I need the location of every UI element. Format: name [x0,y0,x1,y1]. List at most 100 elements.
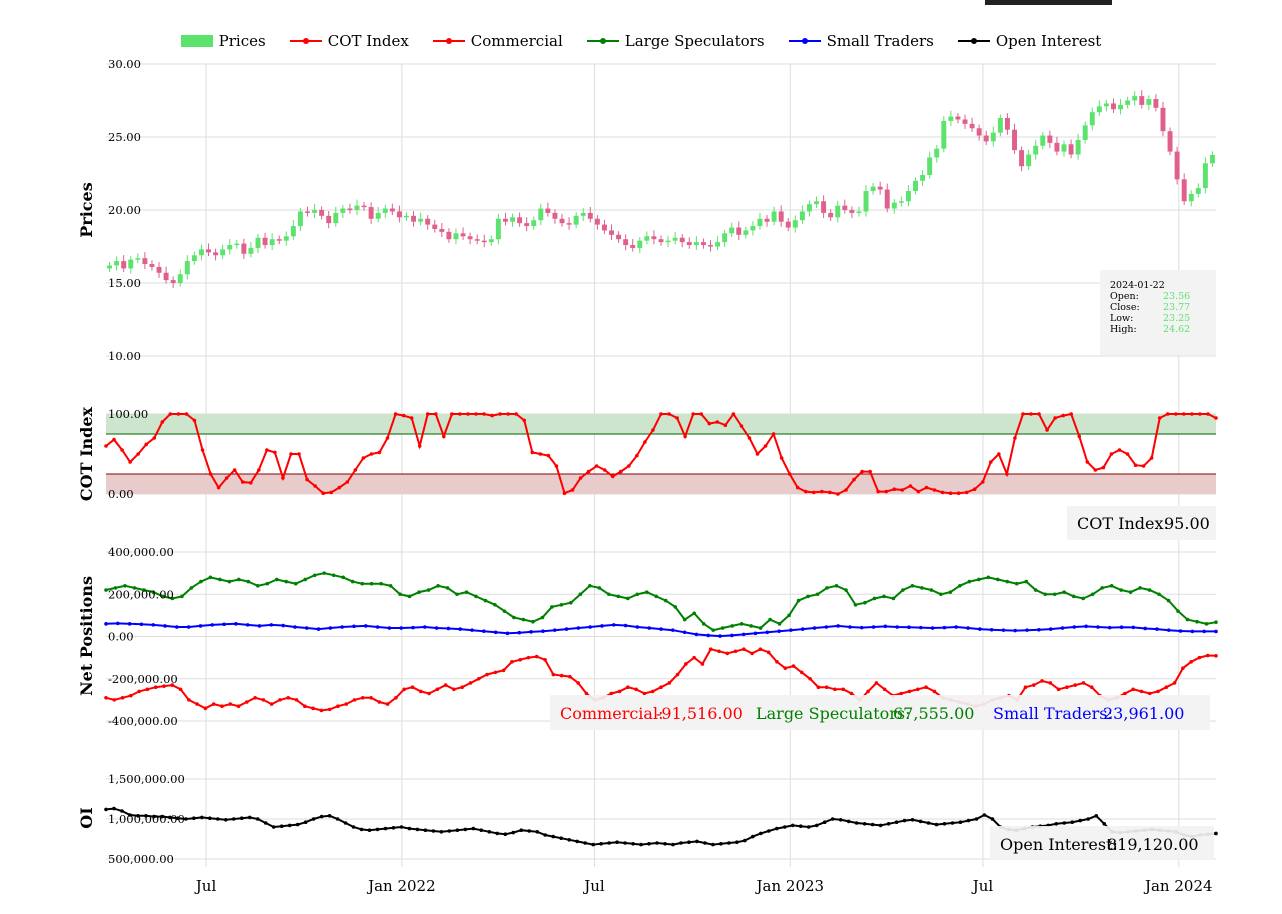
candle-body[interactable] [566,223,572,225]
candle-body[interactable] [708,245,713,247]
candle-body[interactable] [1047,135,1053,143]
candle-body[interactable] [1132,96,1138,101]
candle-body[interactable] [347,208,353,211]
candle-body[interactable] [114,261,120,266]
candle-body[interactable] [255,237,261,248]
candle-body[interactable] [375,212,381,219]
candle-body[interactable] [495,218,501,240]
candle-body[interactable] [474,239,480,241]
candle-body[interactable] [368,207,374,219]
candle-body[interactable] [1040,135,1046,146]
legend-item-prices[interactable]: Prices [180,32,266,50]
candle-body[interactable] [623,239,629,246]
candle-body[interactable] [545,208,551,213]
candle-body[interactable] [227,245,233,250]
candle-body[interactable] [799,211,805,221]
candle-body[interactable] [340,208,346,213]
candle-body[interactable] [524,223,530,227]
candle-body[interactable] [333,212,339,224]
candle-body[interactable] [481,240,487,243]
candle-body[interactable] [898,201,904,203]
candle-body[interactable] [983,135,989,142]
candle-body[interactable] [142,258,148,265]
candle-body[interactable] [1153,99,1159,108]
candle-body[interactable] [891,202,897,209]
candle-body[interactable] [156,266,162,273]
candle-body[interactable] [297,211,303,227]
candle-body[interactable] [743,230,749,235]
candle-body[interactable] [1174,151,1180,180]
candle-body[interactable] [198,249,204,256]
candle-body[interactable] [814,201,820,205]
candle-body[interactable] [905,191,911,202]
candle-body[interactable] [552,212,558,219]
candle-body[interactable] [665,240,671,243]
candle-body[interactable] [863,191,869,212]
candle-body[interactable] [594,218,600,225]
candle-body[interactable] [312,210,318,213]
candle-body[interactable] [736,227,742,235]
candle-body[interactable] [418,218,424,222]
candle-body[interactable] [1004,118,1010,130]
candle-body[interactable] [920,174,926,181]
candle-body[interactable] [1096,106,1102,113]
candle-body[interactable] [651,236,657,240]
candle-body[interactable] [241,243,247,254]
candle-body[interactable] [404,215,409,218]
candle-body[interactable] [439,228,445,232]
candle-body[interactable] [488,239,494,243]
candle-body[interactable] [757,218,763,227]
candle-body[interactable] [1068,144,1074,155]
candle-body[interactable] [870,186,876,192]
candle-body[interactable] [135,258,141,260]
legend-item-cot-index[interactable]: COT Index [289,32,409,50]
candle-body[interactable] [1139,96,1145,105]
large-speculators-line[interactable] [105,572,1217,632]
candle-body[interactable] [206,249,211,253]
candle-body[interactable] [538,208,544,221]
candle-body[interactable] [941,120,947,149]
candle-body[interactable] [234,243,240,246]
candle-body[interactable] [1188,193,1194,202]
candle-body[interactable] [107,265,113,269]
candle-body[interactable] [948,116,954,121]
candle-body[interactable] [389,208,395,212]
candle-body[interactable] [630,245,636,248]
candle-body[interactable] [1033,145,1039,155]
candle-body[interactable] [517,217,523,224]
candle-body[interactable] [715,242,721,247]
candle-body[interactable] [191,255,197,262]
candle-body[interactable] [764,218,770,222]
candle-body[interactable] [785,221,791,228]
candle-body[interactable] [849,210,855,213]
legend-item-commercial[interactable]: Commercial [432,32,563,50]
candle-body[interactable] [679,237,685,243]
candle-body[interactable] [601,224,607,231]
candle-body[interactable] [778,211,784,222]
candle-body[interactable] [955,116,961,120]
candle-body[interactable] [128,259,134,269]
candle-body[interactable] [835,205,841,218]
candle-body[interactable] [1089,112,1095,126]
candle-body[interactable] [1103,103,1109,107]
candle-body[interactable] [997,118,1003,133]
candle-body[interactable] [1019,150,1025,167]
candle-body[interactable] [411,215,417,222]
candle-body[interactable] [1061,144,1067,152]
candle-body[interactable] [792,220,798,228]
candle-body[interactable] [283,236,289,241]
candle-body[interactable] [1181,179,1187,202]
candle-body[interactable] [693,242,699,246]
candle-body[interactable] [580,212,586,216]
candle-body[interactable] [700,242,706,246]
candle-body[interactable] [276,239,282,241]
candle-body[interactable] [771,211,777,222]
candle-body[interactable] [163,272,169,281]
candle-body[interactable] [305,211,310,213]
candle-body[interactable] [453,233,459,240]
candle-body[interactable] [1111,103,1116,110]
candle-body[interactable] [1012,129,1017,151]
candle-body[interactable] [1118,104,1124,110]
candle-body[interactable] [460,233,466,237]
candle-body[interactable] [269,239,275,246]
